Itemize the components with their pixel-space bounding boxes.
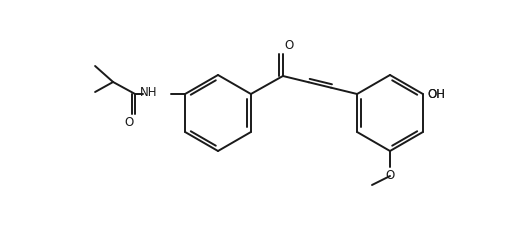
Text: O: O — [284, 39, 293, 52]
Text: OH: OH — [427, 88, 445, 101]
Text: O: O — [125, 116, 134, 129]
Text: NH: NH — [139, 86, 157, 99]
Text: OH: OH — [427, 88, 445, 101]
Text: O: O — [385, 169, 394, 182]
